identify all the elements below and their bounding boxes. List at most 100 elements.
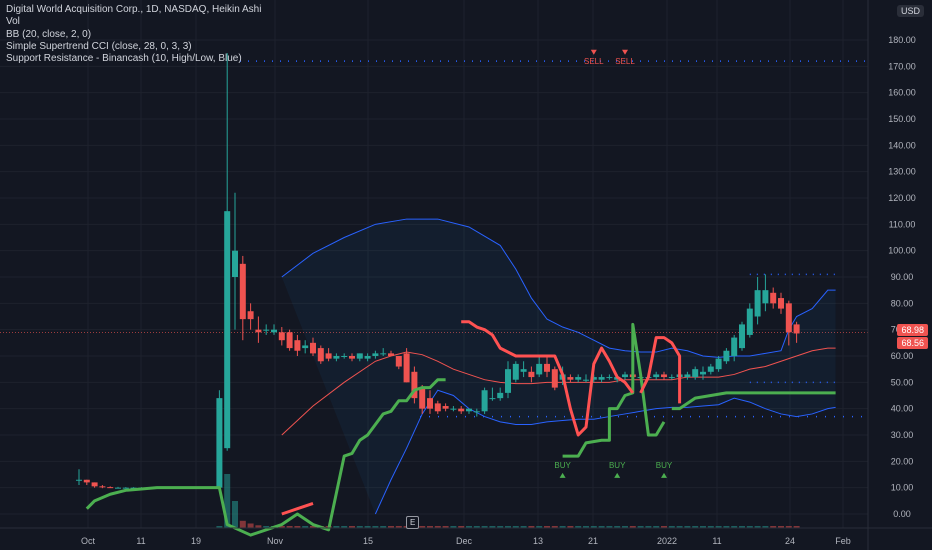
supertrend-up-line	[671, 391, 836, 411]
volume-bar	[466, 526, 472, 528]
candle-body	[255, 329, 262, 333]
volume-bar	[333, 526, 340, 528]
volume-bar	[583, 526, 589, 528]
volume-bar	[770, 526, 777, 528]
candle-body	[489, 398, 496, 400]
candle-body	[232, 250, 238, 277]
last-price-tag: 68.98	[897, 324, 928, 337]
y-tick-label: 170.00	[888, 61, 916, 71]
legend-bb[interactable]: BB (20, close, 2, 0)	[6, 28, 92, 40]
volume-bar	[364, 526, 371, 528]
legend-vol[interactable]: Vol	[6, 16, 20, 28]
y-tick-label: 160.00	[888, 88, 916, 98]
volume-bar	[310, 526, 316, 528]
x-tick-label: 19	[191, 536, 201, 546]
volume-bar	[512, 526, 519, 528]
volume-bar	[629, 526, 636, 528]
candle-body	[731, 337, 738, 356]
bb-upper-line	[281, 218, 836, 358]
candle-body	[653, 374, 660, 378]
legend-supertrend[interactable]: Simple Supertrend CCI (close, 28, 0, 3, …	[6, 40, 192, 52]
volume-bar	[614, 526, 621, 528]
legend-title[interactable]: Digital World Acquisition Corp., 1D, NAS…	[6, 4, 262, 15]
volume-bar	[559, 526, 566, 528]
x-tick-label: Dec	[456, 536, 473, 546]
x-tick-label: 11	[712, 536, 721, 546]
volume-bar	[590, 526, 597, 528]
volume-bar	[739, 526, 745, 528]
candle-body	[286, 332, 293, 349]
volume-bar	[497, 526, 504, 528]
x-tick-label: 11	[136, 536, 145, 546]
volume-bar	[380, 526, 387, 528]
candle-body	[294, 340, 301, 351]
volume-bar	[349, 526, 355, 528]
candle-body	[107, 487, 114, 489]
buy-signal-icon	[661, 472, 667, 478]
candle-body	[278, 332, 285, 341]
candle-body	[372, 353, 379, 356]
volume-bar	[372, 526, 379, 528]
candle-body	[739, 324, 745, 349]
volume-bar	[341, 526, 348, 528]
volume-bar	[723, 526, 730, 528]
volume-bar	[442, 526, 449, 528]
candle-body	[263, 329, 270, 331]
candle-body	[575, 377, 582, 380]
candle-body	[458, 408, 465, 412]
volume-bar	[692, 526, 699, 528]
volume-bar	[622, 526, 628, 528]
candle-body	[520, 369, 527, 372]
volume-bar	[536, 526, 543, 528]
volume-bar	[575, 526, 582, 528]
volume-bar	[544, 526, 550, 528]
currency-button[interactable]: USD	[896, 5, 924, 17]
volume-bar	[505, 526, 511, 528]
volume-bar	[528, 526, 535, 528]
volume-bar	[489, 526, 496, 528]
candle-body	[91, 482, 98, 487]
x-tick-label: Feb	[835, 536, 851, 546]
candle-body	[356, 353, 363, 359]
buy-signal-icon	[614, 472, 621, 478]
candle-body	[411, 371, 418, 399]
candle-body	[512, 363, 519, 380]
volume-bar	[653, 526, 660, 528]
x-tick-label: Oct	[81, 536, 96, 546]
supertrend-down-line	[281, 502, 314, 516]
supertrend-down-line	[461, 320, 635, 437]
x-tick-label: 13	[533, 536, 543, 546]
volume-bar	[224, 474, 231, 528]
x-tick-label: 24	[785, 536, 795, 546]
volume-bar	[395, 526, 402, 528]
buy-signal-label: BUY	[609, 461, 626, 470]
volume-bar	[286, 526, 293, 528]
volume-bar	[567, 526, 574, 528]
volume-bar	[294, 526, 301, 528]
candle-body	[333, 356, 340, 359]
y-tick-label: 120.00	[888, 193, 916, 203]
candle-body	[380, 353, 387, 355]
candle-body	[505, 369, 511, 393]
supertrend-up-line	[85, 378, 446, 537]
y-tick-label: 180.00	[888, 35, 916, 45]
candle-body	[317, 348, 324, 362]
candle-body	[606, 377, 613, 379]
candle-body	[762, 290, 769, 304]
volume-bar	[551, 526, 558, 528]
earnings-marker[interactable]: E	[406, 516, 420, 529]
candle-body	[770, 292, 777, 304]
candle-body	[583, 379, 589, 381]
volume-bar	[746, 526, 753, 528]
close-price-tag: 68.56	[897, 337, 928, 350]
y-tick-label: 130.00	[888, 167, 916, 177]
candle-body	[434, 403, 441, 412]
candle-body	[567, 377, 574, 380]
volume-bar	[715, 526, 722, 528]
candle-body	[481, 390, 488, 412]
candle-body	[450, 408, 457, 410]
volume-bar	[676, 526, 683, 528]
x-tick-label: 21	[588, 536, 598, 546]
legend-support-resistance[interactable]: Support Resistance - Binancash (10, High…	[6, 53, 242, 65]
